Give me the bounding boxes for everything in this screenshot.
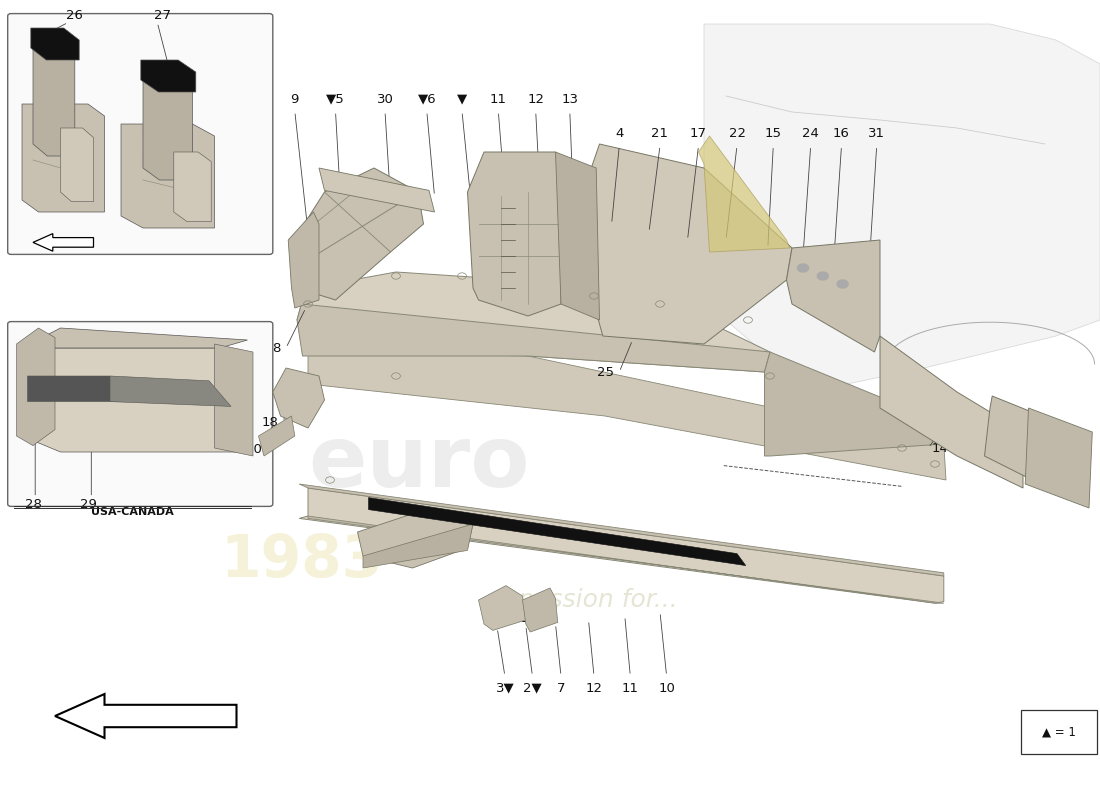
Text: 8: 8 xyxy=(272,342,280,354)
Polygon shape xyxy=(297,304,770,372)
Text: 3▼: 3▼ xyxy=(495,682,515,694)
Polygon shape xyxy=(478,586,526,630)
FancyBboxPatch shape xyxy=(8,14,273,254)
FancyBboxPatch shape xyxy=(8,322,273,506)
Text: 10: 10 xyxy=(658,682,675,694)
Text: euro: euro xyxy=(308,422,529,506)
Polygon shape xyxy=(299,488,944,603)
Polygon shape xyxy=(556,152,600,320)
Polygon shape xyxy=(33,32,75,156)
FancyArrow shape xyxy=(33,234,94,251)
Text: USA-CANADA: USA-CANADA xyxy=(90,507,174,517)
Text: 22: 22 xyxy=(728,127,746,140)
Text: 12: 12 xyxy=(585,682,603,694)
Polygon shape xyxy=(22,104,104,212)
Polygon shape xyxy=(297,272,770,372)
Polygon shape xyxy=(308,516,944,603)
Text: 11: 11 xyxy=(490,93,507,106)
Polygon shape xyxy=(16,328,55,446)
Polygon shape xyxy=(368,498,746,566)
Polygon shape xyxy=(880,336,1023,488)
Polygon shape xyxy=(588,144,792,344)
Text: ▼5: ▼5 xyxy=(326,93,345,106)
Text: 20: 20 xyxy=(485,612,503,625)
Polygon shape xyxy=(299,484,944,576)
Text: 31: 31 xyxy=(868,127,886,140)
Polygon shape xyxy=(31,28,79,60)
Polygon shape xyxy=(522,588,558,632)
Text: 4: 4 xyxy=(615,127,624,140)
Text: 15: 15 xyxy=(764,127,782,140)
Text: 21: 21 xyxy=(651,127,669,140)
Text: ▲ = 1: ▲ = 1 xyxy=(1042,726,1076,738)
Circle shape xyxy=(837,280,848,288)
Polygon shape xyxy=(214,344,253,456)
Polygon shape xyxy=(141,60,196,92)
Polygon shape xyxy=(60,128,94,202)
Text: 20: 20 xyxy=(245,443,262,456)
Text: 16: 16 xyxy=(833,127,850,140)
Polygon shape xyxy=(22,348,248,452)
Polygon shape xyxy=(358,512,473,568)
Polygon shape xyxy=(468,152,561,316)
Text: 17: 17 xyxy=(690,127,707,140)
Polygon shape xyxy=(363,524,473,568)
Text: 12: 12 xyxy=(527,93,544,106)
Text: 30: 30 xyxy=(376,93,394,106)
Text: 24: 24 xyxy=(802,127,820,140)
Polygon shape xyxy=(698,136,790,252)
Polygon shape xyxy=(143,64,192,180)
Polygon shape xyxy=(292,168,424,300)
Polygon shape xyxy=(121,124,214,228)
Polygon shape xyxy=(308,352,946,480)
Polygon shape xyxy=(22,328,248,348)
Circle shape xyxy=(798,264,808,272)
Polygon shape xyxy=(984,396,1062,492)
Polygon shape xyxy=(110,376,231,406)
Text: 11: 11 xyxy=(621,682,639,694)
Polygon shape xyxy=(273,368,324,428)
Polygon shape xyxy=(319,168,435,212)
Text: 12: 12 xyxy=(987,442,1003,454)
Polygon shape xyxy=(258,416,295,456)
Polygon shape xyxy=(786,240,880,352)
Text: 13: 13 xyxy=(561,93,579,106)
Text: 1983: 1983 xyxy=(220,531,383,589)
Polygon shape xyxy=(288,212,319,308)
FancyArrow shape xyxy=(55,694,236,738)
Polygon shape xyxy=(764,352,946,456)
Text: 29: 29 xyxy=(79,498,97,510)
Text: 9: 9 xyxy=(290,93,299,106)
Text: 11: 11 xyxy=(959,442,976,454)
Text: 26: 26 xyxy=(66,9,82,22)
Text: 7: 7 xyxy=(557,682,565,694)
Polygon shape xyxy=(704,24,1100,384)
Polygon shape xyxy=(174,152,211,222)
Polygon shape xyxy=(1025,408,1092,508)
Text: 19: 19 xyxy=(513,612,530,625)
Text: a passion for...: a passion for... xyxy=(495,588,678,612)
Polygon shape xyxy=(28,376,132,402)
FancyBboxPatch shape xyxy=(1021,710,1097,754)
Text: ▼6: ▼6 xyxy=(418,93,436,106)
Text: 28: 28 xyxy=(24,498,42,510)
Text: ▼: ▼ xyxy=(456,93,468,106)
Text: 14: 14 xyxy=(932,442,948,454)
Text: 27: 27 xyxy=(154,9,170,22)
Text: 18: 18 xyxy=(262,416,278,429)
Text: 25: 25 xyxy=(597,366,614,378)
Circle shape xyxy=(817,272,828,280)
Text: 23: 23 xyxy=(396,528,414,541)
Text: 2▼: 2▼ xyxy=(522,682,542,694)
